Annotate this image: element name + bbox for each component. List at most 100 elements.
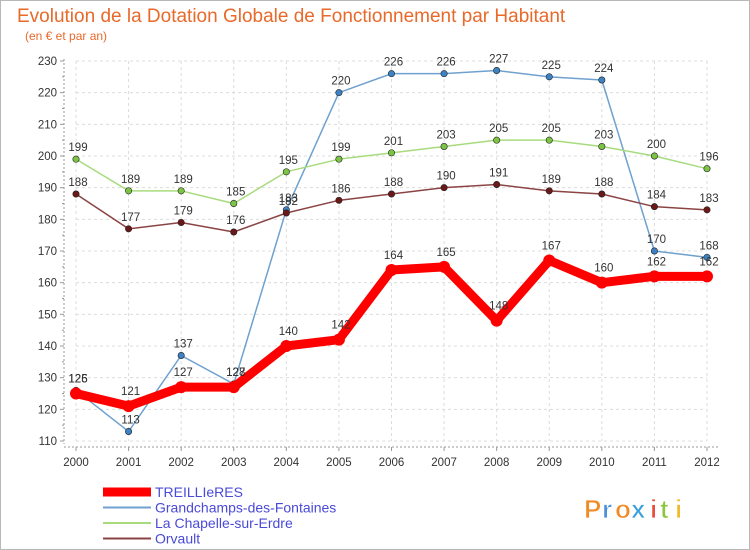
x-tick-label-2010: 2010 xyxy=(589,457,615,469)
data-label-orvault-2012: 183 xyxy=(699,193,718,205)
data-label-grandchamps-des-fontaines-2000: 126 xyxy=(68,373,87,385)
data-label-treillieres-2009: 167 xyxy=(542,241,561,253)
data-point-orvault-2003 xyxy=(230,228,238,236)
data-point-treillieres-2008 xyxy=(490,314,503,327)
data-label-orvault-2005: 186 xyxy=(331,183,350,195)
data-point-la-chapelle-sur-erdre-2008 xyxy=(493,136,501,144)
y-tick-label-120: 120 xyxy=(38,404,57,416)
data-label-la-chapelle-sur-erdre-2010: 203 xyxy=(594,130,613,142)
data-point-orvault-2011 xyxy=(650,203,658,211)
data-label-treillieres-2012: 162 xyxy=(699,256,718,268)
data-label-treillieres-2004: 140 xyxy=(279,326,298,338)
data-point-la-chapelle-sur-erdre-2007 xyxy=(440,143,448,151)
x-tick-label-2008: 2008 xyxy=(484,457,510,469)
data-label-la-chapelle-sur-erdre-2004: 195 xyxy=(279,155,298,167)
data-label-treillieres-2010: 160 xyxy=(594,263,613,275)
data-point-treillieres-2001 xyxy=(122,400,135,413)
data-point-orvault-2000 xyxy=(72,190,80,198)
x-tick-label-2006: 2006 xyxy=(379,457,405,469)
data-point-la-chapelle-sur-erdre-2012 xyxy=(703,165,711,173)
x-tick-label-2004: 2004 xyxy=(274,457,300,469)
data-labels: 126 113 137 128 183 220 226 226 227 225 224 170 168 1… xyxy=(68,54,718,427)
data-point-la-chapelle-sur-erdre-2011 xyxy=(650,152,658,160)
data-point-la-chapelle-sur-erdre-2004 xyxy=(282,168,290,176)
chart-subtitle: (en € et par an) xyxy=(25,29,107,43)
data-point-orvault-2005 xyxy=(335,196,343,204)
data-label-grandchamps-des-fontaines-2001: 113 xyxy=(121,415,139,427)
data-point-grandchamps-des-fontaines-2009 xyxy=(545,73,553,81)
y-tick-label-190: 190 xyxy=(38,183,57,195)
y-tick-label-180: 180 xyxy=(38,214,57,226)
data-point-la-chapelle-sur-erdre-2002 xyxy=(177,187,185,195)
x-tick-label-2005: 2005 xyxy=(326,457,352,469)
data-point-treillieres-2012 xyxy=(701,270,713,283)
data-label-orvault-2008: 191 xyxy=(489,168,508,180)
data-label-grandchamps-des-fontaines-2009: 225 xyxy=(542,60,561,72)
y-tick-label-200: 200 xyxy=(38,151,57,163)
data-label-treillieres-2000: 125 xyxy=(68,374,87,386)
data-label-la-chapelle-sur-erdre-2005: 199 xyxy=(331,142,350,154)
data-point-grandchamps-des-fontaines-2011 xyxy=(650,247,658,255)
data-point-treillieres-2009 xyxy=(543,254,556,267)
logo-letter: r xyxy=(602,494,612,524)
logo-letter: i xyxy=(650,494,657,524)
data-point-la-chapelle-sur-erdre-2006 xyxy=(387,149,395,157)
data-label-treillieres-2011: 162 xyxy=(647,256,666,268)
data-label-treillieres-2003: 127 xyxy=(226,367,245,379)
data-point-treillieres-2007 xyxy=(438,260,451,273)
data-point-treillieres-2004 xyxy=(280,340,293,352)
data-label-la-chapelle-sur-erdre-2006: 201 xyxy=(384,136,403,148)
data-point-grandchamps-des-fontaines-2008 xyxy=(493,67,501,75)
y-tick-label-130: 130 xyxy=(38,373,57,385)
y-tick-label-230: 230 xyxy=(38,56,57,68)
data-label-grandchamps-des-fontaines-2005: 220 xyxy=(331,76,350,88)
data-label-grandchamps-des-fontaines-2007: 226 xyxy=(436,57,455,69)
x-tick-label-2007: 2007 xyxy=(431,457,457,469)
logo-letter: i xyxy=(675,494,682,524)
data-point-orvault-2006 xyxy=(387,190,395,198)
data-label-orvault-2002: 179 xyxy=(174,206,193,218)
series xyxy=(70,67,713,435)
y-tick-label-150: 150 xyxy=(38,309,57,321)
data-point-orvault-2009 xyxy=(545,187,553,195)
data-label-grandchamps-des-fontaines-2004: 183 xyxy=(279,193,298,205)
y-tick-label-170: 170 xyxy=(38,246,57,258)
data-label-orvault-2009: 189 xyxy=(542,174,561,186)
x-tick-label-2000: 2000 xyxy=(63,457,89,469)
data-label-orvault-2000: 188 xyxy=(68,177,87,189)
x-tick-label-2012: 2012 xyxy=(694,457,720,469)
logo-letter: x xyxy=(631,494,646,524)
data-label-la-chapelle-sur-erdre-2012: 196 xyxy=(699,152,718,164)
data-label-la-chapelle-sur-erdre-2002: 189 xyxy=(174,174,193,186)
y-tick-label-140: 140 xyxy=(38,341,57,353)
data-point-treillieres-2005 xyxy=(332,333,345,346)
data-point-la-chapelle-sur-erdre-2005 xyxy=(335,155,343,163)
data-point-la-chapelle-sur-erdre-2009 xyxy=(545,136,553,144)
y-tick-label-110: 110 xyxy=(39,436,57,448)
data-label-orvault-2001: 177 xyxy=(121,212,140,224)
x-tick-label-2001: 2001 xyxy=(116,457,142,469)
data-point-treillieres-2010 xyxy=(595,276,608,289)
data-label-treillieres-2005: 142 xyxy=(331,320,350,332)
data-label-la-chapelle-sur-erdre-2001: 189 xyxy=(121,174,140,186)
data-point-treillieres-2006 xyxy=(385,264,398,276)
data-point-grandchamps-des-fontaines-2010 xyxy=(598,76,606,84)
y-tick-label-160: 160 xyxy=(38,278,57,290)
data-point-la-chapelle-sur-erdre-2010 xyxy=(598,143,606,151)
data-point-orvault-2001 xyxy=(125,225,133,233)
data-point-grandchamps-des-fontaines-2006 xyxy=(387,70,395,78)
data-label-treillieres-2006: 164 xyxy=(384,250,404,262)
axes: 110 120 130 140 150 160 170 180 190 200 210 220 230 2… xyxy=(38,56,720,469)
legend-entry-la-chapelle-sur-erdre: La Chapelle-sur-Erdre xyxy=(155,515,293,531)
data-label-grandchamps-des-fontaines-2012: 168 xyxy=(699,240,718,252)
data-point-orvault-2008 xyxy=(493,181,501,189)
data-label-treillieres-2008: 148 xyxy=(489,301,508,313)
data-label-orvault-2006: 188 xyxy=(384,177,403,189)
legend-entry-orvault: Orvault xyxy=(155,531,200,547)
data-label-treillieres-2001: 121 xyxy=(121,386,140,398)
data-point-orvault-2010 xyxy=(598,190,606,198)
data-label-la-chapelle-sur-erdre-2003: 185 xyxy=(226,187,245,199)
data-point-grandchamps-des-fontaines-2007 xyxy=(440,70,448,78)
